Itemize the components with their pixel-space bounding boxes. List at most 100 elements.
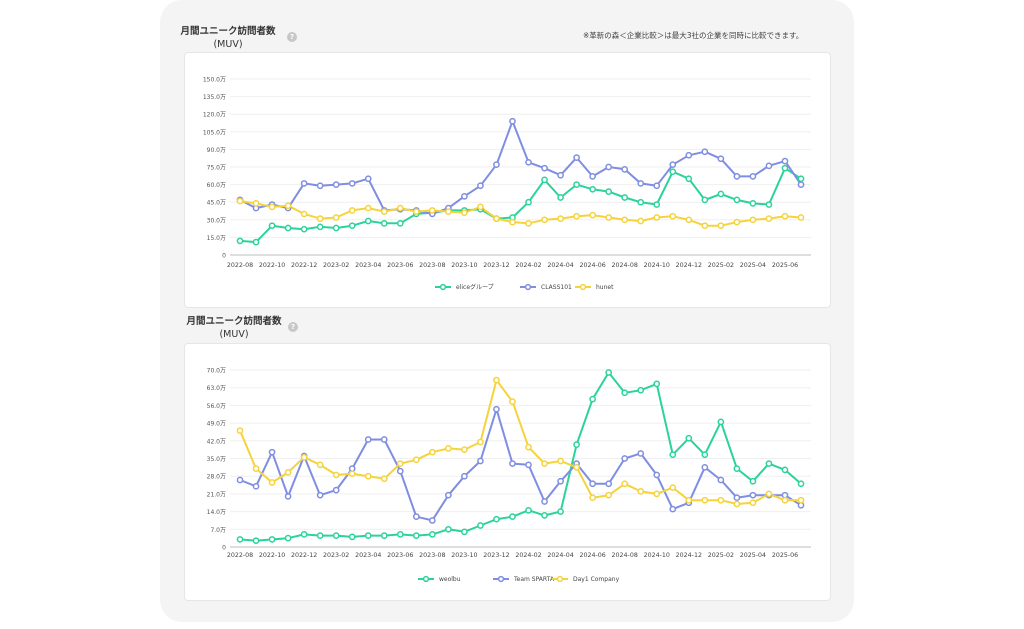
- data-point[interactable]: [396, 219, 404, 227]
- data-point[interactable]: [605, 214, 613, 221]
- data-point[interactable]: [781, 164, 789, 172]
- data-point[interactable]: [589, 211, 596, 219]
- data-point[interactable]: [733, 173, 741, 180]
- data-point[interactable]: [428, 448, 436, 456]
- data-point[interactable]: [461, 209, 468, 217]
- data-point[interactable]: [509, 218, 516, 226]
- chart2-help-icon[interactable]: ?: [288, 322, 298, 332]
- data-point[interactable]: [701, 451, 709, 459]
- data-point[interactable]: [525, 506, 532, 514]
- legend-item[interactable]: eliceグループ: [435, 283, 494, 291]
- data-point[interactable]: [669, 212, 677, 220]
- data-point[interactable]: [348, 222, 356, 230]
- data-point[interactable]: [573, 154, 580, 161]
- data-point[interactable]: [284, 534, 292, 542]
- data-point[interactable]: [428, 517, 436, 524]
- data-point[interactable]: [525, 461, 532, 469]
- data-point[interactable]: [284, 202, 292, 210]
- data-point[interactable]: [717, 222, 725, 230]
- data-point[interactable]: [589, 494, 596, 502]
- data-point[interactable]: [396, 460, 404, 467]
- data-point[interactable]: [685, 496, 693, 504]
- data-point[interactable]: [268, 536, 276, 543]
- data-point[interactable]: [637, 488, 645, 495]
- data-point[interactable]: [300, 210, 308, 218]
- data-point[interactable]: [316, 223, 324, 231]
- data-point[interactable]: [781, 212, 789, 220]
- data-point[interactable]: [749, 216, 757, 224]
- data-point[interactable]: [701, 496, 709, 504]
- data-point[interactable]: [380, 208, 388, 215]
- data-point[interactable]: [653, 214, 661, 221]
- data-point[interactable]: [509, 513, 516, 521]
- data-point[interactable]: [236, 197, 244, 205]
- data-point[interactable]: [236, 237, 244, 245]
- data-point[interactable]: [733, 218, 741, 226]
- data-point[interactable]: [653, 380, 661, 388]
- data-point[interactable]: [428, 531, 436, 538]
- data-point[interactable]: [364, 472, 372, 480]
- data-point[interactable]: [733, 494, 741, 502]
- data-point[interactable]: [396, 467, 404, 475]
- data-point[interactable]: [749, 499, 757, 507]
- data-point[interactable]: [300, 531, 308, 538]
- data-point[interactable]: [477, 522, 484, 529]
- data-point[interactable]: [412, 456, 420, 464]
- data-point[interactable]: [557, 215, 564, 222]
- data-point[interactable]: [669, 484, 677, 491]
- data-point[interactable]: [685, 151, 693, 159]
- data-point[interactable]: [509, 460, 516, 467]
- data-point[interactable]: [765, 490, 773, 498]
- data-point[interactable]: [477, 438, 484, 446]
- data-point[interactable]: [637, 450, 645, 457]
- data-point[interactable]: [380, 436, 388, 443]
- data-point[interactable]: [717, 155, 725, 163]
- data-point[interactable]: [637, 386, 645, 394]
- data-point[interactable]: [509, 117, 516, 125]
- data-point[interactable]: [701, 196, 709, 204]
- data-point[interactable]: [396, 531, 404, 538]
- data-point[interactable]: [252, 465, 260, 472]
- data-point[interactable]: [781, 496, 789, 504]
- data-point[interactable]: [252, 238, 260, 246]
- data-point[interactable]: [412, 532, 420, 539]
- data-point[interactable]: [364, 436, 372, 443]
- legend-item[interactable]: CLASS101: [520, 283, 572, 291]
- data-point[interactable]: [348, 207, 356, 214]
- data-point[interactable]: [733, 465, 741, 472]
- data-point[interactable]: [797, 496, 805, 504]
- data-point[interactable]: [637, 180, 645, 187]
- data-point[interactable]: [605, 369, 613, 376]
- data-point[interactable]: [573, 441, 580, 448]
- data-point[interactable]: [749, 491, 757, 499]
- data-point[interactable]: [605, 163, 613, 171]
- data-point[interactable]: [412, 208, 420, 215]
- data-point[interactable]: [316, 182, 324, 190]
- legend-item[interactable]: Day1 Company: [552, 575, 620, 583]
- data-point[interactable]: [493, 215, 500, 222]
- data-point[interactable]: [541, 176, 548, 184]
- data-point[interactable]: [316, 532, 324, 539]
- data-point[interactable]: [605, 188, 613, 195]
- data-point[interactable]: [268, 203, 276, 211]
- data-point[interactable]: [316, 491, 324, 499]
- data-point[interactable]: [380, 219, 388, 227]
- data-point[interactable]: [316, 215, 324, 222]
- data-point[interactable]: [781, 157, 789, 165]
- legend-item[interactable]: hunet: [575, 283, 614, 291]
- data-point[interactable]: [252, 200, 260, 207]
- data-point[interactable]: [509, 398, 516, 405]
- data-point[interactable]: [541, 512, 548, 519]
- data-point[interactable]: [348, 470, 356, 478]
- data-point[interactable]: [493, 405, 500, 413]
- data-point[interactable]: [765, 215, 773, 222]
- data-point[interactable]: [284, 469, 292, 476]
- data-point[interactable]: [493, 161, 500, 169]
- data-point[interactable]: [701, 464, 709, 471]
- data-point[interactable]: [252, 537, 260, 545]
- data-point[interactable]: [653, 201, 661, 208]
- data-point[interactable]: [605, 491, 613, 499]
- data-point[interactable]: [589, 185, 596, 193]
- data-point[interactable]: [621, 216, 629, 224]
- data-point[interactable]: [733, 196, 741, 204]
